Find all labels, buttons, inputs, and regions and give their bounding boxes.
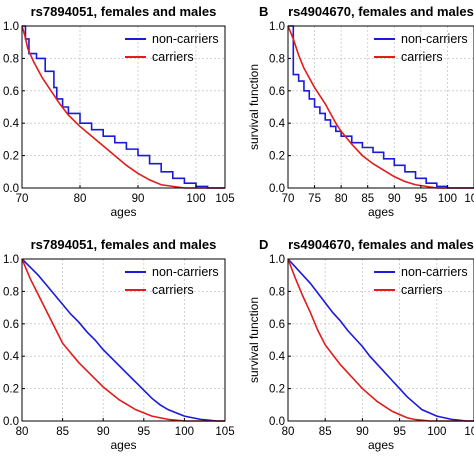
legend-label-non-carriers: non-carriers bbox=[401, 265, 468, 279]
series-line-non-carriers bbox=[22, 25, 225, 189]
panel-label: D bbox=[259, 237, 268, 252]
series-line-non-carriers bbox=[288, 25, 474, 189]
y-tick-label: 0.4 bbox=[3, 118, 20, 130]
x-axis-label: ages bbox=[368, 205, 394, 219]
legend-label-carriers: carriers bbox=[401, 50, 443, 64]
y-tick-label: 0.4 bbox=[269, 118, 286, 130]
y-tick-label: 0.8 bbox=[3, 53, 19, 65]
chart-panel-b: 70 75 80 85 90 95 100 105 0.0 0.2 0.4 0.6 0.8 1.0rs49… bbox=[247, 4, 474, 219]
x-tick-label: 105 bbox=[464, 426, 474, 438]
y-tick-label: 0.6 bbox=[3, 86, 19, 98]
x-tick-label: 95 bbox=[414, 193, 427, 205]
y-tick-label: 0.8 bbox=[269, 53, 285, 65]
x-tick-label: 90 bbox=[388, 193, 401, 205]
y-tick-label: 1.0 bbox=[269, 254, 285, 266]
y-tick-label: 0.4 bbox=[269, 351, 286, 363]
x-axis-label: ages bbox=[110, 438, 136, 452]
x-axis-label: ages bbox=[368, 438, 394, 452]
plot-frame bbox=[287, 258, 474, 422]
y-tick-label: 0.6 bbox=[3, 319, 19, 331]
x-tick-label: 100 bbox=[427, 426, 446, 438]
x-tick-label: 80 bbox=[335, 193, 348, 205]
y-tick-label: 0.0 bbox=[3, 183, 19, 195]
plot-frame bbox=[21, 25, 226, 189]
series-line-non-carriers bbox=[287, 258, 474, 422]
legend-label-carriers: carriers bbox=[152, 50, 194, 64]
x-tick-label: 100 bbox=[438, 193, 457, 205]
panel-label: B bbox=[259, 4, 268, 19]
chart-title: rs4904670, females and males bbox=[288, 237, 474, 252]
y-tick-label: 0.2 bbox=[3, 151, 19, 163]
x-tick-label: 100 bbox=[186, 193, 205, 205]
y-tick-label: 1.0 bbox=[3, 254, 19, 266]
legend-label-carriers: carriers bbox=[152, 283, 194, 297]
series-line-non-carriers bbox=[21, 258, 225, 422]
legend-label-non-carriers: non-carriers bbox=[152, 265, 219, 279]
y-tick-label: 0.0 bbox=[269, 183, 285, 195]
plot-frame bbox=[287, 25, 474, 189]
x-tick-label: 105 bbox=[215, 193, 234, 205]
y-axis-label: survival function bbox=[247, 297, 261, 383]
legend-label-carriers: carriers bbox=[401, 283, 443, 297]
x-axis-label: ages bbox=[110, 205, 136, 219]
x-tick-label: 100 bbox=[175, 426, 194, 438]
series-line-carriers bbox=[21, 25, 225, 189]
legend-label-non-carriers: non-carriers bbox=[401, 32, 468, 46]
chart-panel-c: 80 85 90 95 100 105 0.0 0.2 0.4 0.6 0.8 1.0 rs789405… bbox=[3, 237, 235, 452]
x-tick-label: 90 bbox=[356, 426, 369, 438]
x-tick-label: 70 bbox=[282, 193, 295, 205]
x-tick-label: 85 bbox=[56, 426, 69, 438]
x-tick-label: 95 bbox=[137, 426, 150, 438]
x-tick-label: 90 bbox=[132, 193, 145, 205]
y-tick-label: 0.2 bbox=[269, 384, 285, 396]
x-tick-label: 95 bbox=[393, 426, 406, 438]
y-tick-label: 0.8 bbox=[269, 286, 285, 298]
chart-panel-d: 80 85 90 95 100 105 0.0 0.2 0.4 0.6 0.8 1.0rs490467… bbox=[247, 237, 474, 452]
x-tick-label: 85 bbox=[319, 426, 332, 438]
y-tick-label: 0.6 bbox=[269, 86, 285, 98]
y-tick-label: 0.6 bbox=[269, 319, 285, 331]
x-tick-label: 80 bbox=[74, 193, 87, 205]
y-tick-label: 0.8 bbox=[3, 286, 19, 298]
x-tick-label: 70 bbox=[16, 193, 29, 205]
y-axis-label: survival function bbox=[247, 64, 261, 150]
x-tick-label: 80 bbox=[282, 426, 295, 438]
series-line-carriers bbox=[287, 258, 474, 422]
chart-title: rs7894051, females and males bbox=[31, 4, 217, 19]
y-tick-label: 0.2 bbox=[3, 384, 19, 396]
y-tick-label: 1.0 bbox=[3, 21, 19, 33]
chart-title: rs7894051, females and males bbox=[31, 237, 217, 252]
y-tick-label: 0.4 bbox=[3, 351, 20, 363]
plot-frame bbox=[21, 258, 226, 422]
y-tick-label: 1.0 bbox=[269, 21, 285, 33]
y-tick-label: 0.0 bbox=[269, 416, 285, 428]
x-tick-label: 105 bbox=[215, 426, 234, 438]
y-tick-label: 0.0 bbox=[3, 416, 19, 428]
x-tick-label: 85 bbox=[361, 193, 374, 205]
chart-panel-a: 70 80 90 100 105 0.0 0.2 0.4 0.6 0.8 1.0 rs7894051,… bbox=[3, 4, 235, 219]
y-tick-label: 0.2 bbox=[269, 151, 285, 163]
legend-label-non-carriers: non-carriers bbox=[152, 32, 219, 46]
x-tick-label: 90 bbox=[97, 426, 110, 438]
x-tick-label: 80 bbox=[16, 426, 29, 438]
x-tick-label: 105 bbox=[464, 193, 474, 205]
x-tick-label: 75 bbox=[308, 193, 321, 205]
chart-title: rs4904670, females and males bbox=[288, 4, 474, 19]
series-line-carriers bbox=[21, 258, 225, 422]
